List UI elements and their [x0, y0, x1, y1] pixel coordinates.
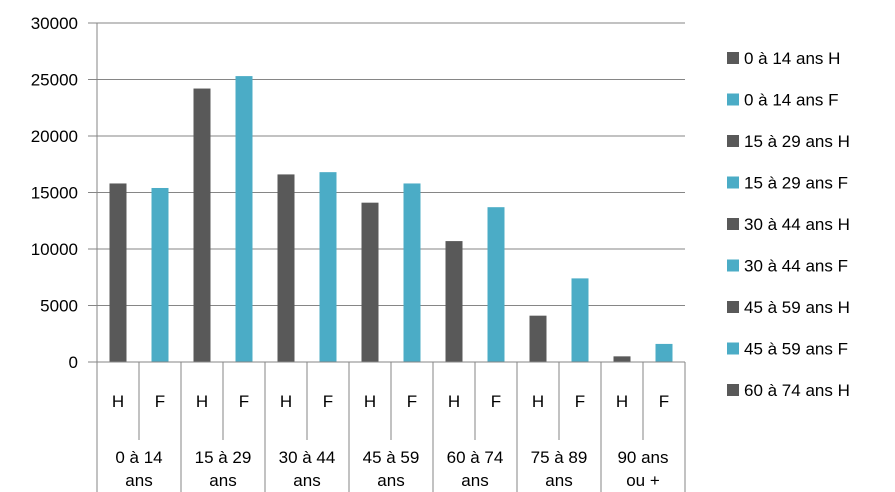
bar-F-7 [655, 343, 673, 362]
bar-F-2 [235, 76, 253, 363]
sub-category-label: H [280, 392, 292, 411]
legend-label: 15 à 29 ans H [744, 132, 850, 151]
legend-swatch [727, 259, 739, 272]
group-label: ans [125, 471, 152, 490]
group-label: ans [461, 471, 488, 490]
sub-category-label: F [407, 392, 417, 411]
group-label: ans [377, 471, 404, 490]
legend-swatch [727, 93, 739, 106]
group-label: 60 à 74 [447, 448, 504, 467]
legend: 0 à 14 ans H 0 à 14 ans F 15 à 29 ans H 15 … [727, 49, 850, 400]
bar-H-3 [277, 174, 295, 362]
y-tick-label: 0 [69, 353, 78, 372]
bar-F-4 [403, 183, 421, 362]
legend-label: 30 à 44 ans H [744, 215, 850, 234]
group-label: 90 ans [617, 448, 668, 467]
group-label: ans [209, 471, 236, 490]
legend-label: 0 à 14 ans H [744, 49, 840, 68]
group-label: 30 à 44 [279, 448, 336, 467]
group-label: 0 à 14 [115, 448, 162, 467]
bars [109, 76, 673, 363]
legend-label: 15 à 29 ans F [744, 174, 848, 193]
legend-label: 60 à 74 ans H [744, 381, 850, 400]
legend-swatch [727, 176, 739, 189]
sub-category-label: F [659, 392, 669, 411]
y-tick-label: 20000 [31, 127, 78, 146]
sub-category-label: F [155, 392, 165, 411]
legend-swatch [727, 52, 739, 64]
sub-category-label: H [532, 392, 544, 411]
group-label: ans [545, 471, 572, 490]
legend-label: 45 à 59 ans F [744, 340, 848, 359]
legend-swatch [727, 135, 739, 147]
y-tick-label: 30000 [31, 14, 78, 33]
group-label: ou + [626, 471, 660, 490]
group-label: ans [293, 471, 320, 490]
sub-category-label: H [112, 392, 124, 411]
bar-H-5 [445, 241, 463, 362]
y-tick-label: 25000 [31, 71, 78, 90]
sub-category-label: F [575, 392, 585, 411]
legend-label: 45 à 59 ans H [744, 298, 850, 317]
legend-swatch [727, 218, 739, 230]
bar-F-1 [151, 187, 169, 362]
legend-label: 0 à 14 ans F [744, 91, 839, 110]
y-tick-label: 15000 [31, 184, 78, 203]
bar-F-6 [571, 278, 589, 362]
gridlines [88, 22, 685, 363]
group-label: 75 à 89 [531, 448, 588, 467]
sub-category-label: H [616, 392, 628, 411]
sub-category-label: H [364, 392, 376, 411]
group-label: 45 à 59 [363, 448, 420, 467]
bar-H-4 [361, 202, 379, 362]
legend-swatch [727, 384, 739, 396]
sub-category-label: F [323, 392, 333, 411]
bar-H-6 [529, 315, 547, 362]
legend-label: 30 à 44 ans F [744, 257, 848, 276]
y-axis-tick-labels: 0 5000 10000 15000 20000 25000 30000 [31, 14, 78, 372]
bar-F-5 [487, 207, 505, 362]
bar-F-3 [319, 172, 337, 362]
bar-H-1 [109, 183, 127, 362]
y-tick-label: 10000 [31, 240, 78, 259]
legend-swatch [727, 301, 739, 313]
group-label: 15 à 29 [195, 448, 252, 467]
y-tick-label: 5000 [40, 297, 78, 316]
legend-swatch [727, 342, 739, 355]
category-axis: H F 0 à 14 ans H F 15 à 29 ans H F 30 à 44 ans H F 45 … [96, 361, 686, 492]
sub-category-label: F [491, 392, 501, 411]
sub-category-label: H [448, 392, 460, 411]
bar-H-2 [193, 88, 211, 362]
bar-H-7 [613, 356, 631, 362]
sub-category-label: H [196, 392, 208, 411]
sub-category-label: F [239, 392, 249, 411]
